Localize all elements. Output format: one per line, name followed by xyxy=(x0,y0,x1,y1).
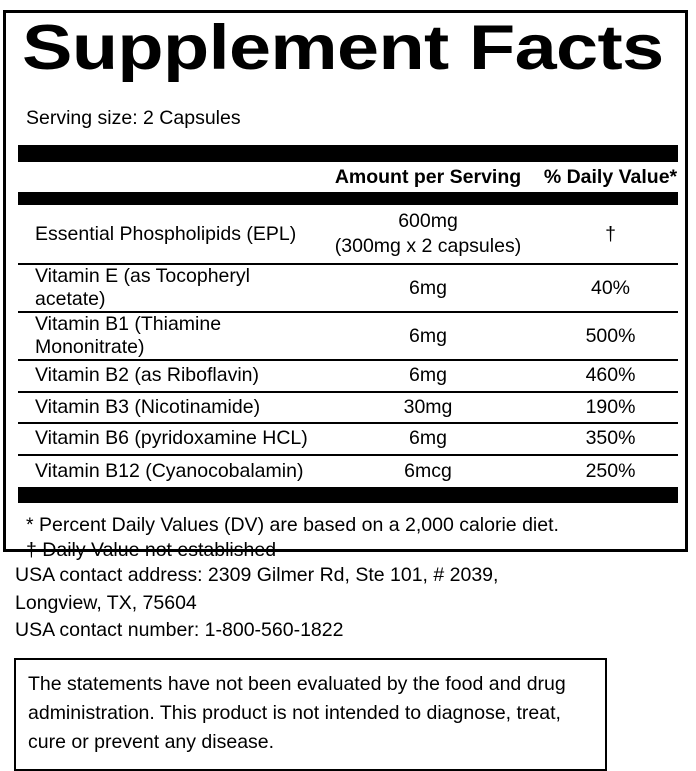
nutrient-daily-value: 40% xyxy=(590,276,631,299)
nutrient-rows: Essential Phospholipids (EPL) 600mg (300… xyxy=(18,205,678,487)
nutrient-name: Essential Phospholipids (EPL) xyxy=(35,222,297,245)
header-percent-daily-value: % Daily Value* xyxy=(543,166,678,188)
nutrient-row: Essential Phospholipids (EPL) 600mg (300… xyxy=(18,205,678,265)
footnote-divider xyxy=(18,487,678,503)
nutrient-daily-value: 350% xyxy=(585,427,636,450)
nutrient-name: Vitamin B2 (as Riboflavin) xyxy=(35,364,259,387)
nutrient-name: Vitamin B12 (Cyanocobalamin) xyxy=(35,459,304,482)
disclaimer-box: The statements have not been evaluated b… xyxy=(14,658,607,771)
nutrient-amount: 600mg (300mg x 2 capsules) xyxy=(313,209,543,259)
footnotes-block: * Percent Daily Values (DV) are based on… xyxy=(26,513,678,562)
nutrient-row: Vitamin E (as Tocopheryl acetate) 6mg 40… xyxy=(18,265,678,313)
supplement-facts-title: Supplement Facts xyxy=(22,13,664,83)
nutrient-amount-value: 6mg xyxy=(409,276,447,299)
nutrient-name: Vitamin B1 (Thiamine Mononitrate) xyxy=(35,313,222,358)
nutrient-amount: 30mg xyxy=(313,396,543,419)
nutrient-row: Vitamin B2 (as Riboflavin) 6mg 460% xyxy=(18,361,678,393)
nutrient-amount: 6mg xyxy=(313,364,543,387)
nutrient-daily-value: † xyxy=(605,222,616,245)
nutrient-row: Vitamin B12 (Cyanocobalamin) 6mcg 250% xyxy=(18,456,678,488)
nutrient-amount: 6mg xyxy=(313,277,543,300)
nutrient-amount: 6mg xyxy=(313,325,543,348)
nutrient-amount: 6mcg xyxy=(313,460,543,483)
nutrient-daily-value: 500% xyxy=(585,324,636,347)
nutrient-amount: 6mg xyxy=(313,427,543,450)
contact-address-line-2: Longview, TX, 75604 xyxy=(15,591,197,614)
nutrient-amount-note: (300mg x 2 capsules) xyxy=(334,235,522,257)
disclaimer-text: The statements have not been evaluated b… xyxy=(28,673,566,753)
facts-header-row: Amount per Serving % Daily Value* xyxy=(18,162,678,192)
nutrient-amount-value: 6mg xyxy=(409,364,447,387)
nutrient-row: Vitamin B3 (Nicotinamide) 30mg 190% xyxy=(18,393,678,424)
footnote-daily-values: * Percent Daily Values (DV) are based on… xyxy=(26,514,559,536)
nutrient-name: Vitamin B3 (Nicotinamide) xyxy=(35,395,261,418)
nutrient-amount-value: 30mg xyxy=(403,395,453,418)
nutrient-amount-value: 6mg xyxy=(409,427,447,450)
nutrient-amount-value: 6mg xyxy=(409,324,447,347)
nutrient-row: Vitamin B1 (Thiamine Mononitrate) 6mg 50… xyxy=(18,313,678,361)
contact-block: USA contact address: 2309 Gilmer Rd, Ste… xyxy=(15,562,498,645)
supplement-facts-panel: Supplement Facts Serving size: 2 Capsule… xyxy=(3,10,688,561)
nutrient-name: Vitamin B6 (pyridoxamine HCL) xyxy=(35,427,308,450)
nutrient-amount-value: 6mcg xyxy=(404,459,452,482)
footnote-dagger: † Daily Value not established xyxy=(26,538,277,561)
thick-divider-top xyxy=(18,145,678,162)
contact-phone-line: USA contact number: 1-800-560-1822 xyxy=(15,619,344,641)
nutrient-daily-value: 460% xyxy=(585,364,636,387)
nutrient-name: Vitamin E (as Tocopheryl acetate) xyxy=(35,265,250,310)
nutrient-daily-value: 190% xyxy=(585,395,636,418)
nutrient-row: Vitamin B6 (pyridoxamine HCL) 6mg 350% xyxy=(18,424,678,456)
nutrient-daily-value: 250% xyxy=(585,459,636,482)
header-amount-per-serving: Amount per Serving xyxy=(334,166,522,188)
nutrient-amount-value: 600mg xyxy=(398,210,458,232)
header-divider xyxy=(18,192,678,205)
contact-address-line-1: USA contact address: 2309 Gilmer Rd, Ste… xyxy=(15,564,499,586)
serving-size-text: Serving size: 2 Capsules xyxy=(26,107,241,129)
